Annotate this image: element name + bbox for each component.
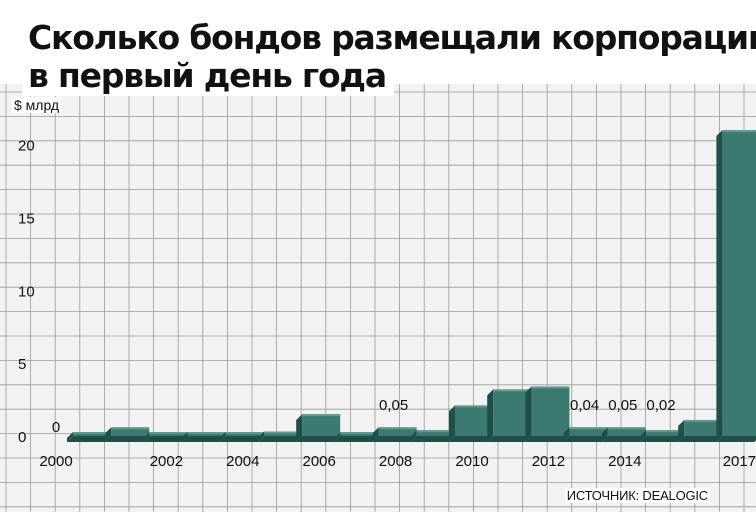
source-note: ИСТОЧНИК: DEALOGIC: [564, 488, 710, 503]
y-axis-ticks: 0 5 10 15 20: [18, 138, 35, 446]
data-label: 0,02: [646, 397, 675, 414]
x-tick-label: 2014: [608, 453, 641, 470]
bar: [640, 430, 684, 442]
bar: [334, 432, 379, 442]
chart-title-line-2: в первый день года: [22, 56, 394, 96]
y-tick-label: 20: [18, 138, 35, 155]
bar: [487, 389, 532, 442]
bar: [296, 414, 341, 442]
x-tick-label: 2010: [455, 453, 488, 470]
y-tick-label: 10: [18, 283, 35, 300]
data-labels: 0 0,05 0,04 0,05 0,02: [52, 397, 676, 436]
bar: [219, 432, 264, 442]
x-tick-label: 2002: [150, 453, 183, 470]
x-tick-label: 2012: [532, 453, 565, 470]
bar: [601, 427, 646, 442]
data-label: 0,05: [379, 397, 408, 414]
plot-background: [0, 84, 756, 512]
bar: [258, 431, 302, 442]
y-axis-unit-label: $ млрд: [12, 97, 62, 113]
y-tick-label: 5: [18, 356, 26, 373]
chart-title-line-1: Сколько бондов размещали корпорации: [22, 18, 756, 58]
bar: [449, 405, 493, 442]
x-axis-ticks: 2000 2002 2004 2006 2008 2010 2012 2014 2017: [39, 453, 756, 470]
x-tick-label: 2017: [723, 453, 756, 470]
x-tick-label: 2004: [226, 453, 259, 470]
x-tick-label: 2000: [39, 453, 72, 470]
x-tick-label: 2008: [379, 453, 412, 470]
bar: [563, 427, 608, 442]
bar: [525, 386, 570, 442]
y-tick-label: 15: [18, 210, 35, 227]
bar: [410, 430, 455, 442]
bar: [716, 130, 756, 442]
bar: [67, 432, 111, 442]
data-label: 0,04: [570, 397, 599, 414]
y-tick-label: 0: [18, 429, 26, 446]
bar: [181, 432, 226, 442]
data-label: 0: [52, 419, 60, 436]
bar: [105, 427, 150, 442]
x-tick-label: 2006: [303, 453, 336, 470]
bar: [143, 432, 188, 442]
bars: [67, 130, 756, 442]
data-label: 0,05: [608, 397, 637, 414]
bar: [372, 427, 417, 442]
bar: [678, 419, 723, 442]
